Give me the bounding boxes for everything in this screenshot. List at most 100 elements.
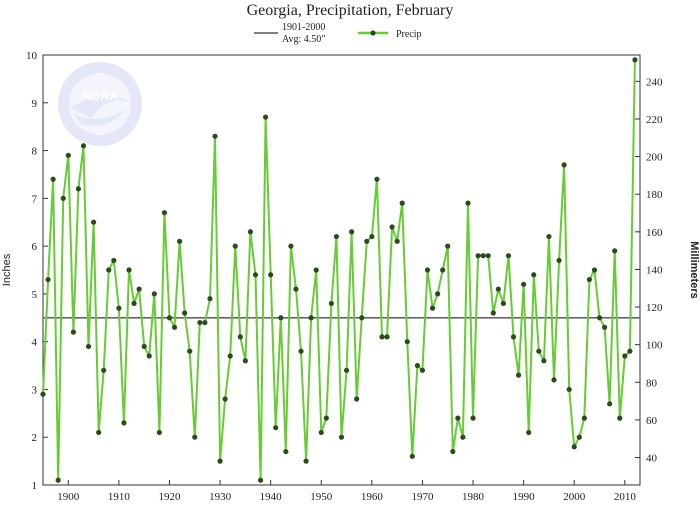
precip-point bbox=[146, 353, 152, 359]
precip-point bbox=[445, 243, 451, 249]
precip-point bbox=[581, 415, 587, 421]
precip-point bbox=[65, 152, 71, 158]
precip-point bbox=[333, 233, 340, 240]
precip-point bbox=[470, 415, 476, 421]
precip-point bbox=[141, 343, 147, 350]
y-right-tick-label: 240 bbox=[646, 76, 663, 88]
precip-point bbox=[328, 300, 334, 307]
precip-point bbox=[197, 319, 203, 326]
precip-point bbox=[379, 334, 385, 340]
precip-point bbox=[536, 348, 542, 354]
precip-point bbox=[182, 310, 188, 316]
precip-point bbox=[263, 114, 269, 120]
precip-point bbox=[252, 272, 259, 278]
y-axis-right-title: Millimeters bbox=[688, 241, 700, 298]
precip-point bbox=[288, 243, 294, 249]
precip-point bbox=[116, 305, 122, 311]
noaa-logo: NOAA bbox=[58, 62, 142, 146]
legend-average-label-2: Avg: 4.50" bbox=[282, 34, 325, 45]
x-tick-label: 1990 bbox=[513, 491, 536, 503]
precip-point bbox=[556, 257, 562, 264]
precip-point bbox=[106, 267, 112, 273]
legend: 1901-2000 Avg: 4.50" Precip bbox=[254, 22, 422, 45]
x-tick-label: 2000 bbox=[563, 491, 586, 503]
precip-point bbox=[283, 448, 289, 455]
precip-point bbox=[424, 267, 431, 273]
precip-point bbox=[202, 319, 208, 326]
legend-precip-marker bbox=[370, 30, 376, 36]
precip-point bbox=[90, 219, 97, 225]
precip-point bbox=[586, 276, 593, 283]
precip-point bbox=[485, 253, 491, 259]
plot-frame bbox=[42, 54, 641, 486]
precip-point bbox=[55, 477, 61, 483]
precip-point bbox=[419, 367, 426, 373]
precip-point bbox=[237, 334, 243, 340]
legend-average-label-1: 1901-2000 bbox=[282, 22, 325, 33]
y-right-tick-label: 160 bbox=[646, 227, 663, 239]
precip-point bbox=[612, 248, 618, 254]
y-right-tick-label: 180 bbox=[646, 189, 663, 201]
precip-point bbox=[541, 358, 547, 364]
precip-point bbox=[96, 429, 102, 436]
y-left-tick-label: 7 bbox=[32, 193, 38, 205]
precip-point bbox=[293, 286, 299, 292]
precip-point bbox=[566, 386, 572, 393]
precip-point bbox=[343, 367, 350, 373]
y-right-tick-label: 40 bbox=[646, 453, 658, 465]
precip-point bbox=[429, 305, 436, 311]
precip-point bbox=[308, 315, 314, 321]
x-tick-label: 1960 bbox=[361, 491, 384, 503]
precip-point bbox=[151, 291, 157, 297]
precip-line bbox=[42, 59, 636, 482]
precip-point bbox=[601, 324, 608, 330]
precip-point bbox=[354, 396, 360, 402]
x-tick-label: 1950 bbox=[310, 491, 333, 503]
precip-point bbox=[576, 434, 582, 440]
precip-point bbox=[45, 276, 51, 283]
precip-point bbox=[561, 162, 567, 168]
precip-point bbox=[369, 233, 375, 240]
precip-point bbox=[242, 358, 248, 364]
y-right-tick-label: 60 bbox=[646, 415, 658, 427]
precip-point bbox=[131, 300, 137, 307]
precip-point bbox=[526, 429, 532, 436]
precip-point bbox=[111, 257, 117, 264]
precip-point bbox=[632, 57, 638, 63]
y-left-tick-label: 10 bbox=[26, 50, 38, 62]
precip-point bbox=[207, 296, 213, 302]
x-tick-label: 1900 bbox=[57, 491, 80, 503]
x-tick-label: 1930 bbox=[209, 491, 232, 503]
precip-point bbox=[192, 434, 198, 440]
precip-point bbox=[455, 415, 461, 421]
precip-point bbox=[475, 253, 481, 259]
precip-point bbox=[232, 243, 238, 249]
precip-point bbox=[50, 176, 56, 182]
precip-point bbox=[318, 429, 324, 436]
precip-point bbox=[460, 434, 466, 440]
x-tick-label: 1920 bbox=[158, 491, 181, 503]
precip-point bbox=[546, 233, 552, 240]
precip-point bbox=[607, 401, 613, 407]
series-group bbox=[40, 57, 638, 483]
precip-point bbox=[177, 238, 183, 244]
precip-point bbox=[551, 377, 557, 383]
precip-point bbox=[85, 343, 92, 350]
precip-point bbox=[440, 267, 446, 273]
y-axis-left-title: Inches bbox=[1, 253, 13, 286]
precip-point bbox=[247, 229, 254, 235]
legend-precip-label: Precip bbox=[396, 29, 422, 40]
y-left-tick-label: 1 bbox=[32, 480, 38, 492]
precip-point bbox=[515, 372, 522, 378]
precip-point bbox=[627, 348, 633, 354]
precip-point bbox=[394, 238, 400, 244]
noaa-logo-text: NOAA bbox=[82, 89, 118, 103]
precip-point bbox=[187, 348, 193, 354]
precip-point bbox=[435, 291, 441, 297]
precip-point bbox=[495, 286, 501, 292]
precip-point bbox=[622, 353, 628, 359]
precip-point bbox=[268, 272, 274, 278]
precip-point bbox=[359, 315, 365, 321]
precip-point bbox=[374, 176, 380, 182]
